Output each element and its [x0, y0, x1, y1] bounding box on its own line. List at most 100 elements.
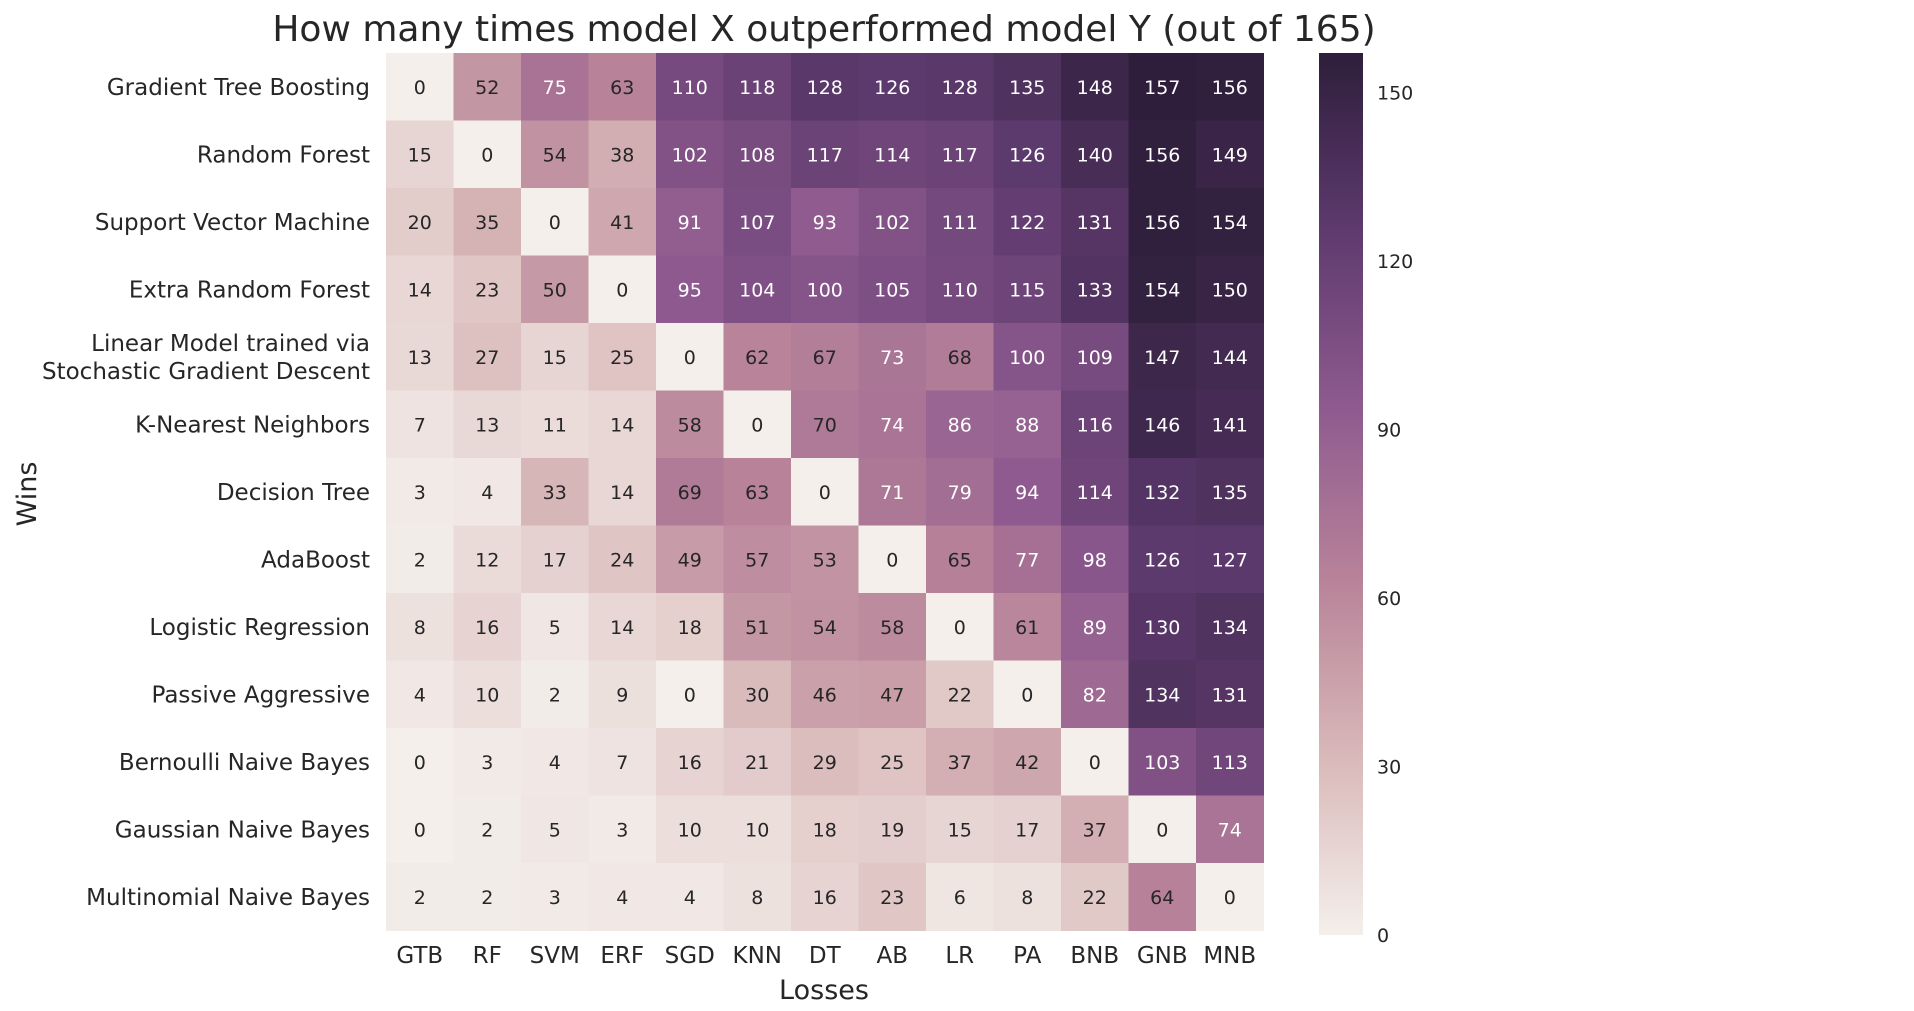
cell-value-label: 117	[942, 144, 978, 166]
heatmap-cell	[588, 390, 657, 459]
heatmap-cell	[386, 660, 454, 729]
colorbar-tick-label: 120	[1377, 251, 1413, 273]
heatmap-cell	[926, 660, 994, 729]
cell-value-label: 109	[1077, 347, 1113, 369]
cell-value-label: 41	[610, 212, 634, 234]
cell-value-label: 134	[1144, 684, 1180, 706]
heatmap-cell	[1061, 323, 1129, 391]
row-label: Stochastic Gradient Descent	[42, 359, 370, 385]
colorbar-tick-label: 150	[1377, 82, 1413, 104]
heatmap-cell	[791, 863, 859, 931]
row-label: Bernoulli Naive Bayes	[119, 750, 370, 776]
cell-value-label: 156	[1212, 77, 1248, 99]
heatmap-cell	[453, 795, 522, 864]
heatmap-cell	[723, 323, 792, 391]
cell-value-label: 135	[1009, 77, 1045, 99]
heatmap-cell	[1128, 593, 1197, 661]
heatmap-cell	[453, 728, 522, 796]
heatmap-cell	[386, 458, 454, 526]
cell-value-label: 91	[678, 212, 702, 234]
cell-value-label: 10	[745, 819, 769, 841]
heatmap-cell	[1128, 255, 1197, 324]
row-label: Extra Random Forest	[129, 277, 370, 303]
colorbar-tick-label: 90	[1377, 419, 1401, 441]
cell-value-label: 114	[1077, 482, 1113, 504]
heatmap-cell	[858, 323, 927, 391]
heatmap-cell	[656, 728, 724, 796]
cell-value-label: 2	[414, 887, 426, 909]
cell-value-label: 118	[739, 77, 775, 99]
colorbar-tick-label: 0	[1377, 925, 1389, 947]
heatmap-cell	[1061, 593, 1129, 661]
cell-value-label: 22	[1083, 887, 1107, 909]
heatmap-cell	[993, 660, 1062, 729]
heatmap-cell	[723, 593, 792, 661]
cell-value-label: 0	[819, 482, 831, 504]
row-label: Gradient Tree Boosting	[107, 75, 370, 101]
cell-value-label: 4	[549, 752, 561, 774]
cell-value-label: 104	[739, 279, 775, 301]
cell-value-label: 73	[880, 347, 904, 369]
cell-value-label: 110	[672, 77, 708, 99]
heatmap-cell	[521, 458, 589, 526]
cell-value-label: 3	[414, 482, 426, 504]
cell-value-label: 16	[475, 617, 499, 639]
cell-value-label: 6	[954, 887, 966, 909]
cell-value-label: 7	[616, 752, 628, 774]
cell-value-label: 65	[948, 549, 972, 571]
heatmap-cell	[588, 660, 657, 729]
cell-value-label: 37	[948, 752, 972, 774]
cell-value-label: 3	[616, 819, 628, 841]
heatmap-cell	[791, 390, 859, 459]
column-label: ERF	[600, 943, 644, 969]
heatmap-cell	[521, 593, 589, 661]
cell-value-label: 58	[880, 617, 904, 639]
heatmap-cell	[926, 390, 994, 459]
heatmap-cell	[723, 525, 792, 594]
cell-value-label: 18	[813, 819, 837, 841]
y-axis-label: Wins	[12, 462, 43, 527]
column-label: BNB	[1070, 943, 1119, 969]
heatmap-cell	[1196, 660, 1264, 729]
cell-value-label: 24	[610, 549, 634, 571]
cell-value-label: 0	[414, 77, 426, 99]
heatmap-cell	[1196, 53, 1264, 121]
cell-value-label: 8	[1021, 887, 1033, 909]
cell-value-label: 102	[874, 212, 910, 234]
heatmap-cell	[386, 255, 454, 324]
cell-value-label: 20	[408, 212, 432, 234]
row-label: AdaBoost	[261, 547, 370, 573]
cell-value-label: 13	[475, 414, 499, 436]
heatmap-cell	[1061, 660, 1129, 729]
cell-value-label: 33	[543, 482, 567, 504]
cell-value-label: 17	[543, 549, 567, 571]
cell-value-label: 46	[813, 684, 837, 706]
heatmap-cell	[588, 323, 657, 391]
cell-value-label: 131	[1212, 684, 1248, 706]
cell-value-label: 18	[678, 617, 702, 639]
heatmap-cell	[656, 323, 724, 391]
row-label: Multinomial Naive Bayes	[86, 885, 370, 911]
cell-value-label: 154	[1144, 279, 1180, 301]
cell-value-label: 3	[481, 752, 493, 774]
column-label: AB	[876, 943, 908, 969]
cell-value-label: 14	[610, 482, 634, 504]
cell-value-label: 68	[948, 347, 972, 369]
cell-value-label: 103	[1144, 752, 1180, 774]
cell-value-label: 4	[481, 482, 493, 504]
cell-value-label: 62	[745, 347, 769, 369]
heatmap-cell	[858, 120, 927, 189]
cell-value-label: 114	[874, 144, 910, 166]
heatmap-cell	[453, 458, 522, 526]
heatmap-cell	[656, 660, 724, 729]
cell-value-label: 5	[549, 617, 561, 639]
heatmap-cell	[1196, 525, 1264, 594]
heatmap-cell	[1128, 390, 1197, 459]
cell-value-label: 70	[813, 414, 837, 436]
heatmap-cell	[858, 255, 927, 324]
cell-value-label: 135	[1212, 482, 1248, 504]
heatmap-cell	[858, 458, 927, 526]
column-label: DT	[809, 943, 842, 969]
row-label: Random Forest	[197, 142, 370, 168]
heatmap-cell	[993, 255, 1062, 324]
